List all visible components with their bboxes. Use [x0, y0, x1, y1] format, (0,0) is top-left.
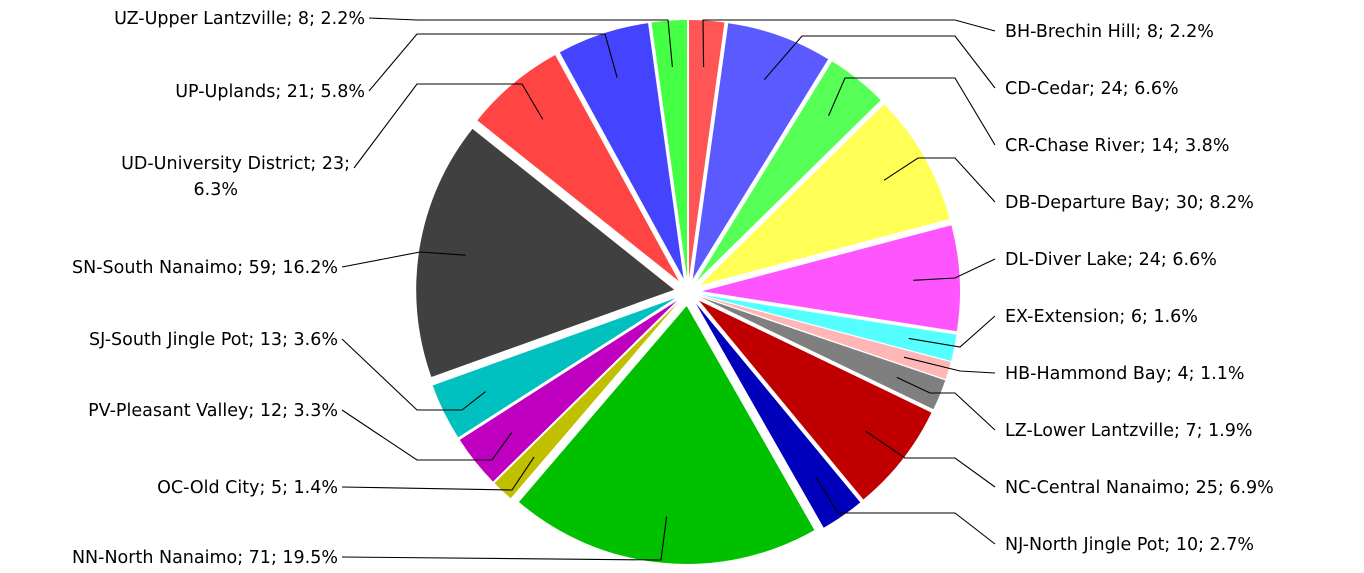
pie-slices — [416, 20, 960, 564]
slice-label-ex-extension: EX-Extension; 6; 1.6% — [1005, 307, 1198, 327]
leader-line-sn-south-nanaimo — [341, 251, 466, 268]
slice-label-oc-old-city: OC-Old City; 5; 1.4% — [157, 478, 338, 498]
pie-slice-sn-south-nanaimo — [416, 128, 675, 378]
slice-label-hb-hammond-bay: HB-Hammond Bay; 4; 1.1% — [1005, 364, 1245, 384]
leader-line-ex-extension — [908, 315, 996, 348]
pie-slice-nn-north-nanaimo — [518, 305, 815, 564]
leader-line-cr-chase-river — [828, 77, 996, 146]
leader-line-pv-pleasant-valley — [341, 409, 513, 461]
slice-label-ud-university-district: UD-University District; 23; 6.3% — [121, 154, 350, 200]
pie-slice-ex-extension — [701, 294, 957, 361]
pie-slice-uz-upper-lantzville — [651, 20, 688, 279]
leader-lines — [341, 17, 996, 561]
pie-slice-up-uplands — [559, 23, 684, 279]
pie-slice-hb-hammond-bay — [701, 296, 951, 380]
leader-line-bh-brechin-hill — [702, 19, 996, 68]
slice-label-uz-upper-lantzville: UZ-Upper Lantzville; 8; 2.2% — [114, 9, 365, 29]
slice-label-nj-north-jingle-pot: NJ-North Jingle Pot; 10; 2.7% — [1005, 535, 1254, 555]
slice-labels: BH-Brechin Hill; 8; 2.2% CD-Cedar; 24; 6.… — [72, 9, 1274, 568]
leader-line-nj-north-jingle-pot — [815, 477, 996, 545]
leader-line-nc-central-nanaimo — [865, 430, 996, 488]
pie-slice-pv-pleasant-valley — [459, 300, 678, 482]
pie-slice-db-departure-bay — [700, 104, 950, 286]
leader-line-hb-hammond-bay — [903, 356, 996, 374]
pie-slice-nc-central-nanaimo — [699, 300, 932, 500]
leader-line-db-departure-bay — [883, 157, 996, 203]
leader-line-dl-diver-lake — [913, 258, 996, 281]
pie-slice-cr-chase-river — [696, 61, 881, 282]
slice-label-sn-south-nanaimo: SN-South Nanaimo; 59; 16.2% — [72, 258, 338, 278]
slice-label-pv-pleasant-valley: PV-Pleasant Valley; 12; 3.3% — [88, 401, 338, 421]
slice-label-sj-south-jingle-pot: SJ-South Jingle Pot; 13; 3.6% — [89, 330, 338, 350]
slice-label-bh-brechin-hill: BH-Brechin Hill; 8; 2.2% — [1005, 22, 1214, 42]
pie-slice-ud-university-district — [477, 54, 679, 282]
leader-line-cd-cedar — [763, 35, 996, 89]
leader-line-nn-north-nanaimo — [341, 516, 668, 561]
slice-label-lz-lower-lantzville: LZ-Lower Lantzville; 7; 1.9% — [1005, 421, 1253, 441]
slice-label-db-departure-bay: DB-Departure Bay; 30; 8.2% — [1005, 193, 1254, 213]
leader-line-uz-upper-lantzville — [368, 17, 673, 68]
slice-label-up-uplands: UP-Uplands; 21; 5.8% — [175, 82, 365, 102]
leader-line-lz-lower-lantzville — [896, 376, 996, 431]
pie-slice-oc-old-city — [494, 302, 679, 499]
pie-slice-lz-lower-lantzville — [700, 297, 946, 410]
slice-label-nn-north-nanaimo: NN-North Nanaimo; 71; 19.5% — [72, 548, 338, 568]
slice-label-nc-central-nanaimo: NC-Central Nanaimo; 25; 6.9% — [1005, 478, 1274, 498]
pie-slice-cd-cedar — [692, 23, 829, 279]
leader-line-up-uplands — [368, 33, 618, 92]
pie-slice-dl-diver-lake — [701, 225, 960, 332]
leader-line-sj-south-jingle-pot — [341, 338, 486, 411]
slice-label-cr-chase-river: CR-Chase River; 14; 3.8% — [1005, 136, 1229, 156]
slice-label-cd-cedar: CD-Cedar; 24; 6.6% — [1005, 79, 1179, 99]
leader-line-oc-old-city — [341, 456, 535, 491]
pie-slice-bh-brechin-hill — [688, 20, 725, 279]
slice-label-dl-diver-lake: DL-Diver Lake; 24; 6.6% — [1005, 250, 1217, 270]
pie-slice-nj-north-jingle-pot — [695, 303, 861, 528]
leader-line-ud-university-district — [353, 83, 544, 169]
pie-slice-sj-south-jingle-pot — [432, 298, 676, 438]
